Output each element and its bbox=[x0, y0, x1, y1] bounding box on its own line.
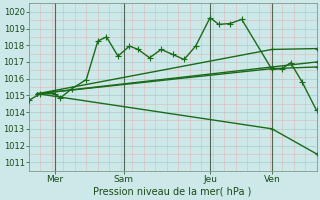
X-axis label: Pression niveau de la mer( hPa ): Pression niveau de la mer( hPa ) bbox=[93, 187, 252, 197]
